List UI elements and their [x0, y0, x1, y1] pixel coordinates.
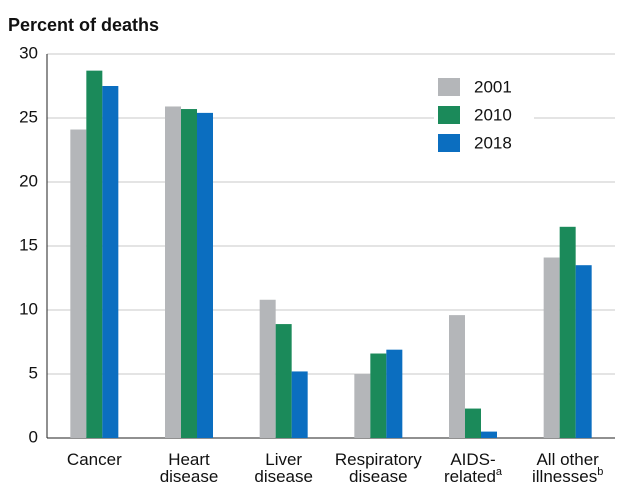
- x-tick-label: illnessesb: [532, 466, 603, 487]
- legend-label: 2001: [474, 77, 512, 96]
- x-tick-line: Heart: [168, 450, 210, 469]
- x-tick-line: Cancer: [67, 450, 122, 469]
- x-tick-label: Liver: [265, 450, 302, 469]
- bar: [386, 349, 403, 438]
- y-tick-label: 30: [19, 43, 38, 62]
- bar: [259, 299, 276, 438]
- bar: [575, 265, 592, 438]
- bar: [102, 86, 119, 438]
- bar: [543, 257, 560, 438]
- x-tick-label: disease: [254, 467, 313, 486]
- bar: [481, 431, 497, 438]
- x-tick-line: disease: [254, 467, 313, 486]
- footnote-mark: b: [597, 466, 603, 478]
- y-tick-label: 25: [19, 107, 38, 126]
- x-tick-label: AIDS-: [450, 450, 495, 469]
- x-tick-label: disease: [160, 467, 219, 486]
- bar: [559, 226, 576, 438]
- x-tick-label: disease: [349, 467, 408, 486]
- footnote-mark: a: [496, 466, 503, 478]
- bar: [291, 371, 308, 438]
- y-tick-label: 15: [19, 235, 38, 254]
- legend-label: 2010: [474, 105, 512, 124]
- x-tick-line: All other: [536, 450, 599, 469]
- bar: [181, 109, 197, 438]
- y-tick-label: 10: [19, 299, 38, 318]
- x-tick-line: Liver: [265, 450, 302, 469]
- bar: [465, 408, 481, 438]
- bar: [354, 374, 371, 438]
- x-tick-line: illnesses: [532, 467, 597, 486]
- x-tick-line: disease: [160, 467, 219, 486]
- x-tick-label: Heart: [168, 450, 210, 469]
- bar: [86, 70, 103, 438]
- x-tick-line: AIDS-: [450, 450, 495, 469]
- y-axis-title: Percent of deaths: [8, 15, 159, 35]
- bar: [275, 324, 292, 438]
- legend-swatch: [438, 134, 460, 152]
- bar: [70, 129, 87, 438]
- legend-swatch: [438, 106, 460, 124]
- x-tick-label: relateda: [444, 466, 503, 487]
- y-tick-label: 0: [29, 427, 38, 446]
- bar: [449, 315, 465, 438]
- x-tick-line: related: [444, 467, 496, 486]
- legend-label: 2018: [474, 133, 512, 152]
- y-tick-label: 20: [19, 171, 38, 190]
- y-tick-label: 5: [29, 363, 38, 382]
- legend-swatch: [438, 78, 460, 96]
- bar: [197, 112, 213, 438]
- bar: [370, 353, 387, 438]
- x-tick-label: Cancer: [67, 450, 122, 469]
- x-tick-line: Respiratory: [335, 450, 422, 469]
- x-tick-label: All other: [536, 450, 599, 469]
- x-tick-line: disease: [349, 467, 408, 486]
- bar: [165, 106, 181, 438]
- x-tick-label: Respiratory: [335, 450, 422, 469]
